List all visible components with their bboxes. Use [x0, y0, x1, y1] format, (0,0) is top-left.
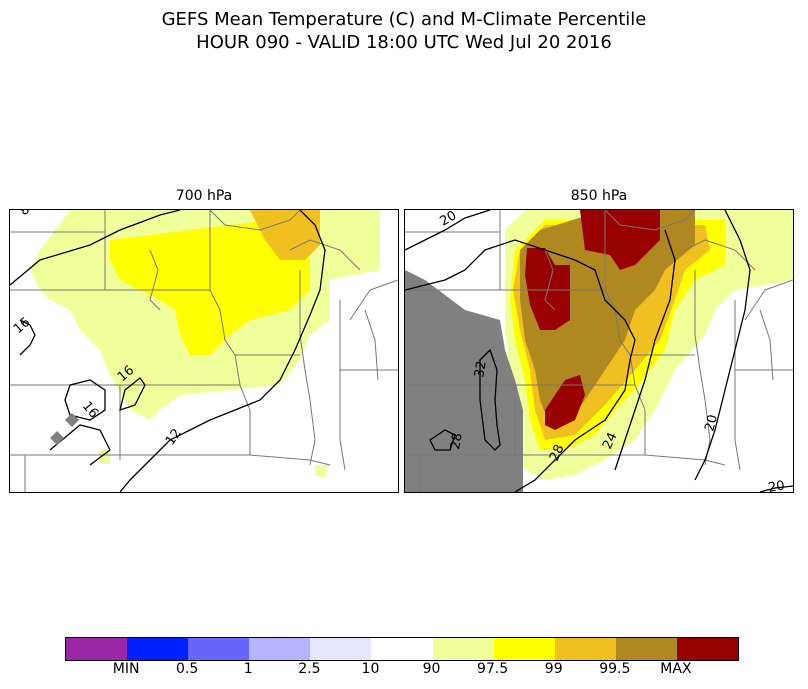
- colorbar-tick-label: 1: [243, 661, 253, 677]
- colorbar-segment: [615, 638, 677, 660]
- contour-label-group: 20 32 28 28 24 20 20: [438, 210, 786, 492]
- panel-700-title: 700 hPa: [175, 188, 233, 204]
- contour-label-16a: 16: [11, 315, 33, 337]
- colorbar-tick-label: MIN: [112, 661, 140, 677]
- contour-label-28a: 28: [448, 432, 466, 451]
- colorbar-tick-label: 97.5: [477, 661, 509, 677]
- contour-label-32: 32: [472, 360, 490, 379]
- figure-subtitle: HOUR 090 - VALID 18:00 UTC Wed Jul 20 20…: [196, 32, 612, 53]
- colorbar-segment: [676, 638, 739, 660]
- panel-850-title: 850 hPa: [570, 188, 628, 204]
- colorbar-tick-label: 10: [361, 661, 380, 677]
- map-panel-850hpa: 20 32 28 28 24 20 20: [404, 209, 794, 493]
- shading-99-5: [520, 210, 695, 425]
- temperature-contours: [10, 210, 326, 492]
- map-panel-700hpa: 16 16 16 12 8: [9, 209, 399, 493]
- colorbar-segment: [554, 638, 616, 660]
- shading-99: [250, 210, 320, 260]
- colorbar-tick-label: 99.5: [599, 661, 631, 677]
- colorbar-segment: [249, 638, 311, 660]
- colorbar-tick-label: MAX: [660, 661, 692, 677]
- colorbar-segment: [66, 638, 128, 660]
- colorbar-tick-label: 99: [544, 661, 563, 677]
- contour-label-8: 8: [17, 210, 33, 219]
- colorbar-segment: [310, 638, 372, 660]
- colorbar-segment: [371, 638, 433, 660]
- colorbar-segment: [127, 638, 189, 660]
- colorbar-tick-label: 2.5: [298, 661, 321, 677]
- contour-label-20c: 20: [767, 478, 786, 492]
- contour-label-12: 12: [163, 426, 185, 448]
- figure-title: GEFS Mean Temperature (C) and M-Climate …: [161, 9, 647, 30]
- contour-label-28b: 28: [547, 442, 568, 463]
- colorbar-segment: [493, 638, 555, 660]
- missing-data: [50, 413, 79, 445]
- colorbar-segment: [432, 638, 494, 660]
- colorbar-tick-label: 90: [422, 661, 441, 677]
- state-boundaries: [405, 210, 793, 492]
- map-850-svg: 20 32 28 28 24 20 20: [405, 210, 793, 492]
- contour-label-20b: 20: [702, 413, 721, 433]
- temperature-contours: [405, 210, 793, 492]
- contour-label-20a: 20: [438, 210, 460, 229]
- percentile-colorbar: [65, 637, 739, 661]
- colorbar-segment: [188, 638, 250, 660]
- contour-label-24: 24: [600, 430, 621, 451]
- map-700-svg: 16 16 16 12 8: [10, 210, 398, 492]
- state-boundaries: [10, 210, 398, 492]
- colorbar-tick-label: 0.5: [176, 661, 199, 677]
